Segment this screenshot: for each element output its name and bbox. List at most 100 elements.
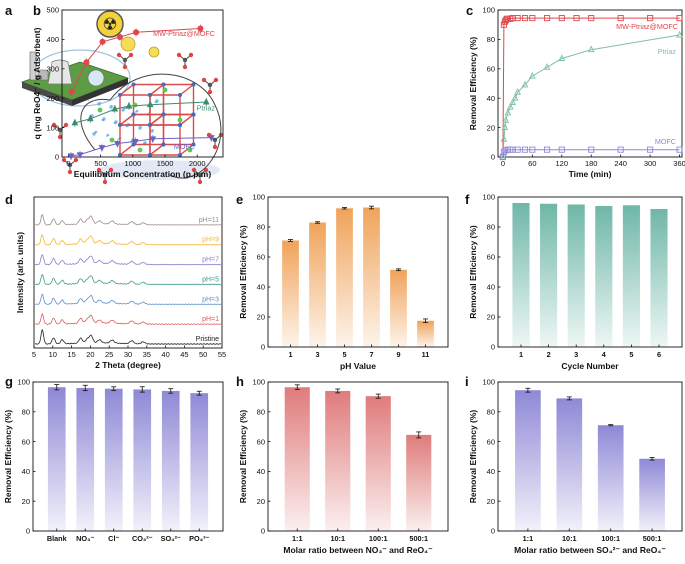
y-tick-label: 100 bbox=[17, 378, 30, 387]
oxygen-atom bbox=[73, 157, 79, 163]
y-tick-label: 40 bbox=[487, 283, 495, 292]
bar bbox=[650, 209, 668, 347]
y-tick-label: 100 bbox=[252, 193, 265, 202]
oxygen-atom bbox=[176, 52, 182, 58]
chart-c: c 0 20 40 60 80 100 Removal Efficiency (%) 0 60 12… bbox=[466, 3, 685, 179]
x-tick-label: 60 bbox=[528, 159, 536, 168]
data-point bbox=[573, 15, 580, 22]
y-tick-label: 80 bbox=[487, 408, 495, 417]
framework-edge bbox=[179, 113, 194, 126]
y-tick-label: 100 bbox=[252, 378, 265, 387]
rhenium-atom bbox=[182, 57, 188, 63]
x-tick-label: 6 bbox=[657, 350, 661, 359]
data-point bbox=[501, 123, 509, 131]
framework-node bbox=[161, 142, 166, 147]
chart-h: h 0 20 40 60 80 100 Removal Efficiency (%) 1:1 10… bbox=[236, 374, 449, 555]
reactor-dome bbox=[87, 69, 105, 87]
ion-particle bbox=[137, 147, 143, 153]
y-tick-label: 80 bbox=[257, 408, 265, 417]
bar bbox=[567, 204, 585, 347]
oxygen-atom bbox=[108, 167, 114, 173]
x-tick-label: 11 bbox=[422, 350, 430, 359]
chimney bbox=[29, 51, 37, 81]
data-point bbox=[544, 15, 551, 22]
x-tick-label: 40 bbox=[161, 350, 169, 359]
bar bbox=[595, 206, 613, 347]
x-tick-label: 100:1 bbox=[369, 534, 388, 543]
x-tick-label: 240 bbox=[614, 159, 627, 168]
panel-label-g: g bbox=[5, 374, 13, 389]
radiation-badge bbox=[96, 10, 124, 38]
x-tick-label: 5 bbox=[32, 350, 36, 359]
panel-label-h: h bbox=[236, 374, 244, 389]
x-tick-label: 120 bbox=[556, 159, 569, 168]
plant-base bbox=[72, 78, 128, 106]
bar bbox=[406, 434, 432, 531]
y-tick-label: 100 bbox=[46, 123, 59, 132]
data-point bbox=[617, 15, 624, 22]
pattern-pH=11 bbox=[35, 214, 222, 226]
y-tick-label: 200 bbox=[46, 94, 59, 103]
framework-node bbox=[191, 112, 196, 117]
series-line bbox=[502, 17, 680, 158]
data-point bbox=[558, 146, 565, 153]
y-tick-label: 0 bbox=[261, 343, 265, 352]
x-tick-label: NO₃⁻ bbox=[76, 534, 94, 543]
y-tick-label: 0 bbox=[491, 527, 495, 536]
polymer-chain bbox=[80, 73, 222, 179]
data-point bbox=[499, 152, 507, 160]
data-point bbox=[514, 15, 521, 22]
y-tick-label: 40 bbox=[22, 467, 30, 476]
oxygen-atom bbox=[213, 77, 219, 83]
ion-particle bbox=[97, 107, 103, 113]
bar bbox=[104, 388, 123, 531]
y-tick-label: 500 bbox=[46, 6, 59, 15]
rhenium-atom bbox=[212, 137, 218, 143]
data-point bbox=[529, 146, 536, 153]
data-point bbox=[588, 146, 595, 153]
data-point bbox=[558, 15, 565, 22]
rhenium-atom bbox=[102, 172, 108, 178]
chart-e: e 0 20 40 60 80 100 Removal Efficiency (%) 1 3 5 7 9… bbox=[236, 192, 449, 371]
pattern-label: pH=9 bbox=[202, 237, 219, 244]
shadow bbox=[100, 160, 220, 180]
data-point bbox=[529, 15, 536, 22]
y-tick-label: 20 bbox=[487, 497, 495, 506]
plant-base bbox=[22, 82, 72, 106]
oxygen-atom bbox=[116, 52, 122, 58]
chart-g: g 0 20 40 60 80 100 Removal Efficiency (%) Blank… bbox=[3, 374, 224, 543]
bar bbox=[47, 387, 66, 531]
plot-frame bbox=[497, 381, 683, 532]
x-tick-label: 9 bbox=[396, 350, 400, 359]
chart-b: b 0 100 200 300 400 500 q (mg ReO4⁻ / g Adsorbe… bbox=[32, 3, 224, 179]
x-axis-label: Equilibrium Concentration (p.p.m) bbox=[74, 169, 212, 179]
oxygen-atom bbox=[122, 64, 128, 70]
pattern-label: pH=5 bbox=[202, 276, 219, 283]
framework-node bbox=[178, 93, 182, 97]
data-point bbox=[543, 63, 551, 70]
y-tick-label: 40 bbox=[487, 467, 495, 476]
plot-frame bbox=[61, 9, 224, 158]
bar bbox=[161, 390, 180, 531]
ion-particle bbox=[132, 102, 138, 108]
plot-frame bbox=[33, 196, 223, 349]
oxygen-atom bbox=[63, 122, 69, 128]
data-point bbox=[676, 146, 683, 153]
y-tick-label: 60 bbox=[257, 437, 265, 446]
series-line bbox=[74, 101, 207, 124]
bar bbox=[540, 203, 558, 347]
data-point bbox=[502, 116, 510, 123]
chart-a: a☢ bbox=[5, 3, 224, 185]
framework-node bbox=[178, 123, 182, 127]
series-annotation: MW-Ptriaz@MOFC bbox=[153, 29, 215, 38]
x-tick-label: Blank bbox=[47, 534, 68, 543]
oxygen-atom bbox=[203, 167, 209, 173]
water-droplet bbox=[150, 129, 154, 133]
panel-label-a: a bbox=[5, 3, 13, 18]
x-tick-label: 7 bbox=[369, 350, 373, 359]
x-tick-label: 180 bbox=[585, 159, 598, 168]
bar bbox=[282, 240, 299, 347]
oxygen-atom bbox=[57, 134, 63, 140]
x-tick-label: 5 bbox=[629, 350, 633, 359]
